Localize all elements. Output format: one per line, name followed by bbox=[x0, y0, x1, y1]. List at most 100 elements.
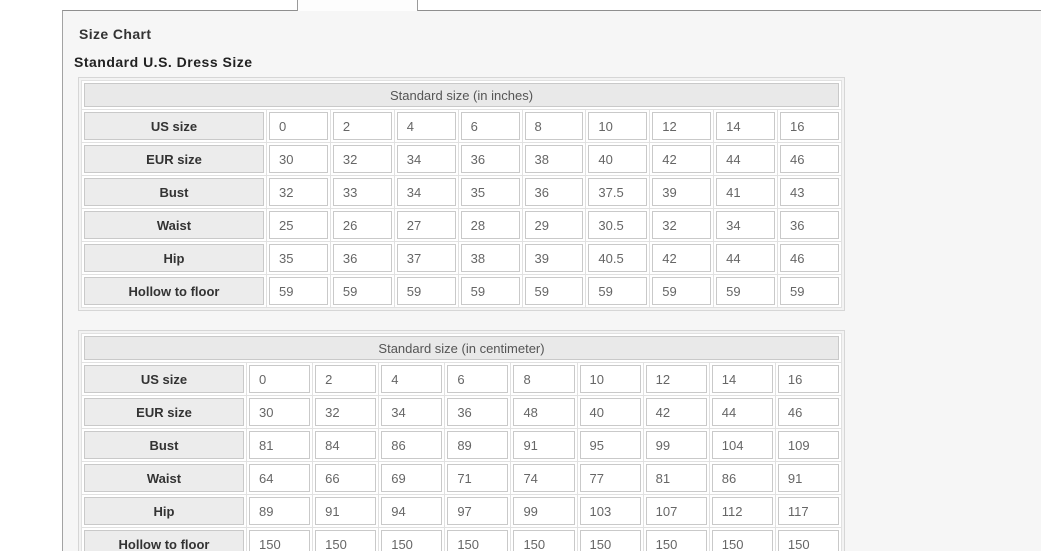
size-value-cell: 4 bbox=[381, 365, 443, 393]
size-value-cell: 6 bbox=[447, 365, 509, 393]
table-row: Hip 89 91 94 97 99 103 107 112 117 bbox=[84, 497, 839, 525]
table-row: EUR size 30 32 34 36 38 40 42 44 46 bbox=[84, 145, 839, 173]
size-value-cell: 103 bbox=[579, 497, 641, 525]
row-label: Hollow to floor bbox=[84, 277, 264, 305]
size-value-cell: 42 bbox=[652, 145, 712, 173]
table-row: Hip 35 36 37 38 39 40.5 42 44 46 bbox=[84, 244, 839, 272]
size-value-cell: 6 bbox=[460, 112, 520, 140]
size-value-cell: 59 bbox=[588, 277, 648, 305]
size-value-cell: 36 bbox=[524, 178, 584, 206]
size-value-cell: 34 bbox=[396, 145, 456, 173]
size-value-cell: 44 bbox=[716, 244, 775, 272]
size-value-cell: 44 bbox=[716, 145, 775, 173]
size-value-cell: 34 bbox=[396, 178, 456, 206]
size-value-cell: 32 bbox=[315, 398, 377, 426]
size-value-cell: 48 bbox=[513, 398, 575, 426]
size-value-cell: 74 bbox=[513, 464, 575, 492]
row-label: Bust bbox=[84, 178, 264, 206]
size-value-cell: 26 bbox=[332, 211, 392, 239]
size-value-cell: 86 bbox=[381, 431, 443, 459]
content-panel: Size Chart Standard U.S. Dress Size Stan… bbox=[62, 10, 1041, 551]
size-value-cell: 25 bbox=[269, 211, 328, 239]
size-value-cell: 30 bbox=[269, 145, 328, 173]
size-value-cell: 37 bbox=[396, 244, 456, 272]
size-value-cell: 69 bbox=[381, 464, 443, 492]
size-value-cell: 36 bbox=[332, 244, 392, 272]
size-value-cell: 36 bbox=[780, 211, 839, 239]
size-value-cell: 59 bbox=[716, 277, 775, 305]
row-label: Hollow to floor bbox=[84, 530, 244, 551]
size-value-cell: 95 bbox=[579, 431, 641, 459]
size-value-cell: 44 bbox=[711, 398, 773, 426]
page-title: Size Chart bbox=[79, 26, 152, 42]
size-value-cell: 99 bbox=[513, 497, 575, 525]
size-value-cell: 12 bbox=[652, 112, 712, 140]
size-value-cell: 150 bbox=[381, 530, 443, 551]
size-value-cell: 0 bbox=[249, 365, 311, 393]
table-caption: Standard size (in centimeter) bbox=[84, 336, 839, 360]
size-value-cell: 150 bbox=[249, 530, 311, 551]
size-value-cell: 59 bbox=[396, 277, 456, 305]
size-value-cell: 16 bbox=[780, 112, 839, 140]
size-value-cell: 32 bbox=[269, 178, 328, 206]
size-value-cell: 150 bbox=[645, 530, 707, 551]
size-value-cell: 59 bbox=[269, 277, 328, 305]
size-value-cell: 4 bbox=[396, 112, 456, 140]
size-value-cell: 91 bbox=[513, 431, 575, 459]
size-value-cell: 150 bbox=[447, 530, 509, 551]
table-row: Waist 64 66 69 71 74 77 81 86 91 bbox=[84, 464, 839, 492]
size-table-cm: Standard size (in centimeter) US size 0 2 4 6… bbox=[79, 331, 844, 551]
size-table-cm-wrap: Standard size (in centimeter) US size 0 2 4 6… bbox=[78, 330, 845, 551]
table-row: Hollow to floor 59 59 59 59 59 59 59 59 59 bbox=[84, 277, 839, 305]
table-row: Waist 25 26 27 28 29 30.5 32 34 36 bbox=[84, 211, 839, 239]
size-value-cell: 43 bbox=[780, 178, 839, 206]
size-value-cell: 84 bbox=[315, 431, 377, 459]
size-value-cell: 107 bbox=[645, 497, 707, 525]
table-row: Bust 32 33 34 35 36 37.5 39 41 43 bbox=[84, 178, 839, 206]
size-value-cell: 42 bbox=[652, 244, 712, 272]
size-value-cell: 0 bbox=[269, 112, 328, 140]
table-caption-row: Standard size (in centimeter) bbox=[84, 336, 839, 360]
size-value-cell: 2 bbox=[332, 112, 392, 140]
size-value-cell: 59 bbox=[524, 277, 584, 305]
size-value-cell: 46 bbox=[780, 244, 839, 272]
size-value-cell: 36 bbox=[447, 398, 509, 426]
size-value-cell: 71 bbox=[447, 464, 509, 492]
size-value-cell: 34 bbox=[716, 211, 775, 239]
size-value-cell: 77 bbox=[579, 464, 641, 492]
size-value-cell: 94 bbox=[381, 497, 443, 525]
row-label: Waist bbox=[84, 464, 244, 492]
size-value-cell: 35 bbox=[460, 178, 520, 206]
size-value-cell: 46 bbox=[777, 398, 839, 426]
row-label: Bust bbox=[84, 431, 244, 459]
size-value-cell: 150 bbox=[711, 530, 773, 551]
size-value-cell: 150 bbox=[579, 530, 641, 551]
size-value-cell: 39 bbox=[652, 178, 712, 206]
size-value-cell: 32 bbox=[332, 145, 392, 173]
table-caption-row: Standard size (in inches) bbox=[84, 83, 839, 107]
size-value-cell: 91 bbox=[315, 497, 377, 525]
size-value-cell: 46 bbox=[780, 145, 839, 173]
size-value-cell: 150 bbox=[315, 530, 377, 551]
size-value-cell: 81 bbox=[645, 464, 707, 492]
size-value-cell: 91 bbox=[777, 464, 839, 492]
size-value-cell: 117 bbox=[777, 497, 839, 525]
size-value-cell: 40.5 bbox=[588, 244, 648, 272]
size-value-cell: 40 bbox=[588, 145, 648, 173]
size-value-cell: 89 bbox=[447, 431, 509, 459]
row-label: Hip bbox=[84, 244, 264, 272]
size-value-cell: 36 bbox=[460, 145, 520, 173]
size-value-cell: 66 bbox=[315, 464, 377, 492]
size-value-cell: 33 bbox=[332, 178, 392, 206]
size-value-cell: 86 bbox=[711, 464, 773, 492]
size-value-cell: 27 bbox=[396, 211, 456, 239]
table-row: Hollow to floor 150 150 150 150 150 150 150 150 1… bbox=[84, 530, 839, 551]
row-label: Waist bbox=[84, 211, 264, 239]
active-tab[interactable] bbox=[297, 0, 418, 11]
size-value-cell: 109 bbox=[777, 431, 839, 459]
section-subtitle: Standard U.S. Dress Size bbox=[74, 54, 253, 70]
size-value-cell: 30 bbox=[249, 398, 311, 426]
size-value-cell: 89 bbox=[249, 497, 311, 525]
size-table-inches-wrap: Standard size (in inches) US size 0 2 4 6 8 10 1… bbox=[78, 77, 845, 311]
